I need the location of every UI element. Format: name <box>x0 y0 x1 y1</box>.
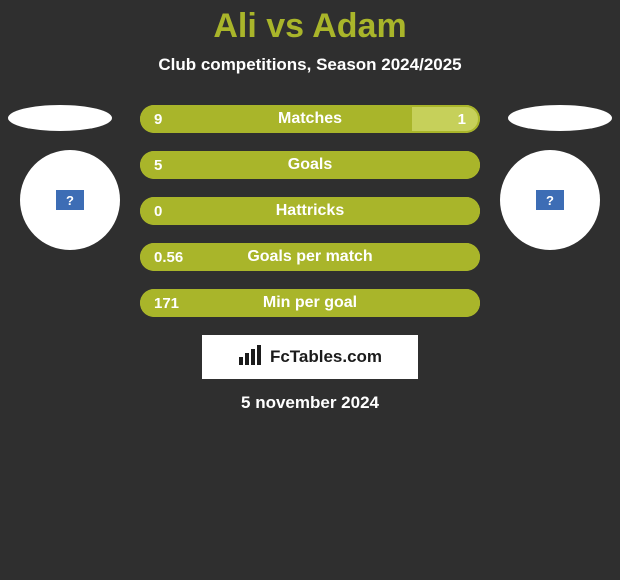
bar-value-left: 0.56 <box>154 243 183 271</box>
stat-bar-row: Goals per match0.56 <box>140 243 480 271</box>
brand-text: FcTables.com <box>270 347 382 367</box>
stat-bar-row: Goals5 <box>140 151 480 179</box>
player-avatar-right: ? <box>500 150 600 250</box>
bar-label: Min per goal <box>140 289 480 317</box>
stats-area: ? ? Matches9 1 Goals5 Hattricks0 Goals per m… <box>0 105 620 317</box>
decor-ellipse-right <box>508 105 612 131</box>
footer-date: 5 november 2024 <box>0 393 620 413</box>
avatar-symbol-right: ? <box>546 193 554 208</box>
bar-value-left: 9 <box>154 105 162 133</box>
player-avatar-left: ? <box>20 150 120 250</box>
stat-bar-row: Min per goal171 <box>140 289 480 317</box>
bar-value-right: 1 <box>458 105 466 133</box>
infographic-container: Ali vs Adam Club competitions, Season 20… <box>0 0 620 580</box>
stat-bar-row: Hattricks0 <box>140 197 480 225</box>
bar-value-left: 0 <box>154 197 162 225</box>
page-subtitle: Club competitions, Season 2024/2025 <box>0 55 620 75</box>
decor-ellipse-left <box>8 105 112 131</box>
page-title: Ali vs Adam <box>0 8 620 45</box>
bar-label: Hattricks <box>140 197 480 225</box>
avatar-placeholder-icon: ? <box>536 190 564 210</box>
stat-bars: Matches9 1 Goals5 Hattricks0 Goals per match… <box>140 105 480 317</box>
brand-logo-icon <box>238 345 264 370</box>
avatar-symbol-left: ? <box>66 193 74 208</box>
bar-label: Goals <box>140 151 480 179</box>
bar-label: Matches <box>140 105 480 133</box>
brand-badge: FcTables.com <box>202 335 418 379</box>
bar-value-left: 5 <box>154 151 162 179</box>
avatar-placeholder-icon: ? <box>56 190 84 210</box>
bar-label: Goals per match <box>140 243 480 271</box>
stat-bar-row: Matches9 1 <box>140 105 480 133</box>
bar-value-left: 171 <box>154 289 179 317</box>
